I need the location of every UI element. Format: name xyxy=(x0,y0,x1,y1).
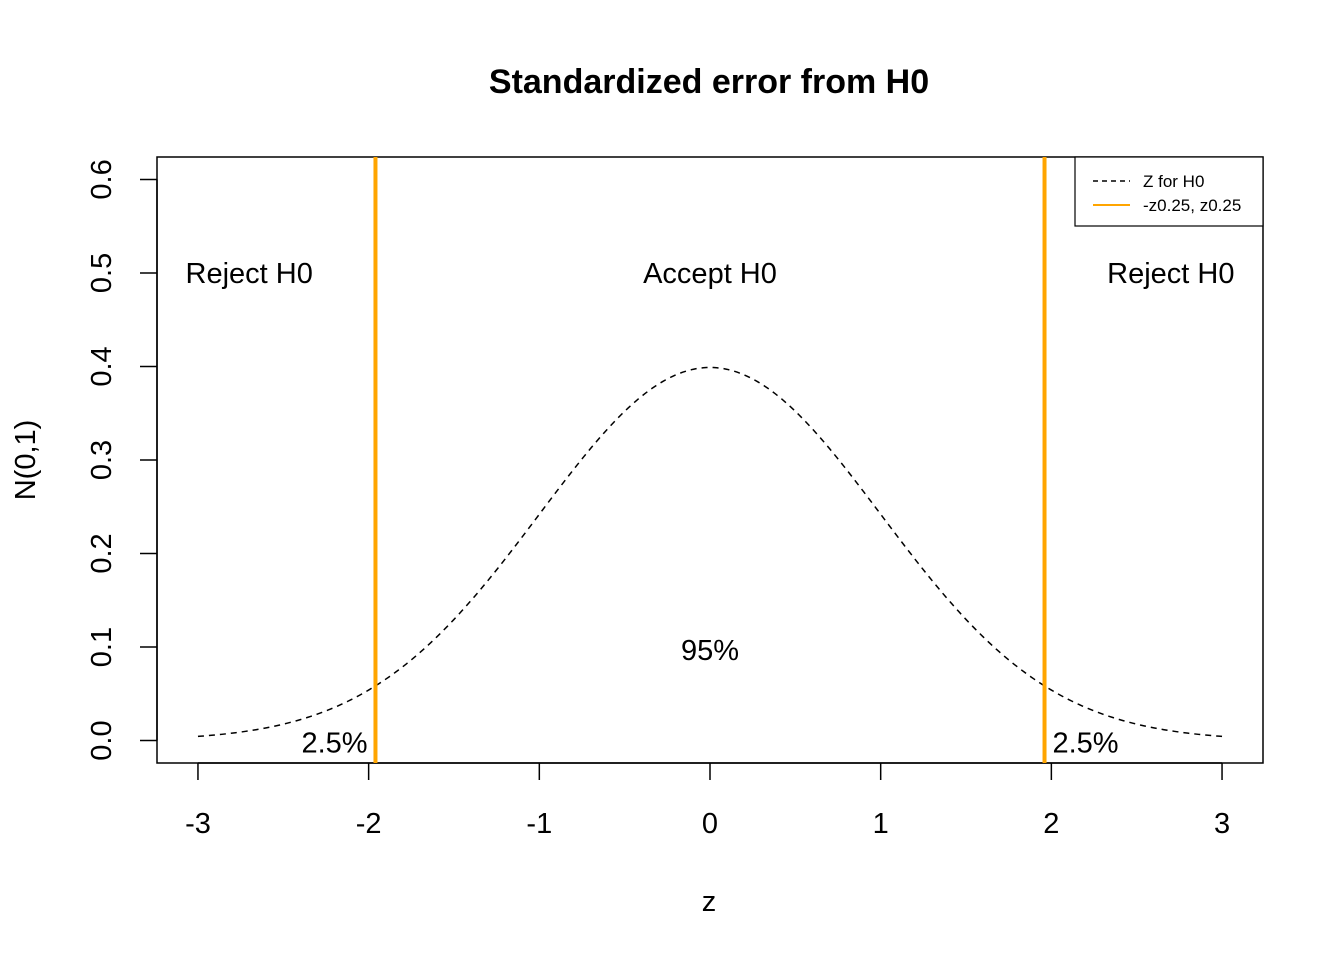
plot-area xyxy=(197,157,1223,763)
y-tick-label: 0.6 xyxy=(86,159,118,199)
annotation-label: 2.5% xyxy=(301,727,367,759)
annotation-label: 95% xyxy=(681,635,739,667)
legend: Z for H0 -z0.25, z0.25 xyxy=(1074,156,1264,227)
x-axis: -3 -2 -1 0 1 2 3 xyxy=(185,762,1230,840)
x-tick-label: -1 xyxy=(526,808,552,840)
legend-box xyxy=(1074,156,1264,227)
annotation-label: Reject H0 xyxy=(186,258,313,290)
x-tick-label: -2 xyxy=(356,808,382,840)
y-tick-label: 0.5 xyxy=(86,253,118,293)
y-tick-label: 0.0 xyxy=(86,720,118,760)
annotation-label: Accept H0 xyxy=(643,258,777,290)
y-axis: 0.0 0.1 0.2 0.3 0.4 0.5 0.6 xyxy=(86,159,158,761)
legend-label: Z for H0 xyxy=(1143,172,1204,191)
x-tick-label: 2 xyxy=(1043,808,1059,840)
y-tick-label: 0.1 xyxy=(86,627,118,667)
chart-title: Standardized error from H0 xyxy=(489,63,929,101)
y-axis-label: N(0,1) xyxy=(10,420,42,501)
y-tick-label: 0.4 xyxy=(86,346,118,386)
annotation-label: 2.5% xyxy=(1052,727,1118,759)
annotation-label: Reject H0 xyxy=(1107,258,1234,290)
x-tick-label: -3 xyxy=(185,808,211,840)
plot-frame xyxy=(156,156,1264,764)
x-tick-label: 0 xyxy=(702,808,718,840)
x-tick-label: 1 xyxy=(873,808,889,840)
density-curve xyxy=(197,366,1223,738)
y-tick-label: 0.3 xyxy=(86,440,118,480)
x-tick-label: 3 xyxy=(1214,808,1230,840)
annotations: Reject H0 Accept H0 Reject H0 95% 2.5% 2.5% xyxy=(186,258,1235,759)
y-tick-label: 0.2 xyxy=(86,533,118,573)
legend-label: -z0.25, z0.25 xyxy=(1143,196,1241,215)
x-axis-label: z xyxy=(702,886,717,918)
